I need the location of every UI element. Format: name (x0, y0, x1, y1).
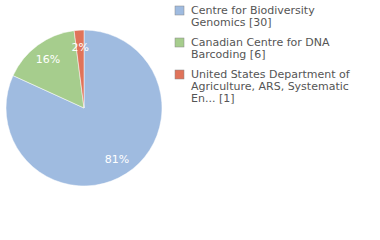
legend-label-line: Genomics [30] (191, 16, 272, 29)
legend-label: United States Department ofAgriculture, … (191, 68, 351, 105)
data-labels: 81% 16% 2% (36, 41, 129, 166)
legend-label-line: En... [1] (191, 92, 235, 105)
legend-label: Canadian Centre for DNABarcoding [6] (191, 36, 330, 61)
data-label: 2% (71, 41, 88, 54)
legend: Centre for BiodiversityGenomics [30] Cana… (175, 4, 351, 105)
legend-swatch (175, 38, 184, 47)
data-label: 81% (105, 153, 129, 166)
pie-slice (6, 30, 162, 186)
chart: 81% 16% 2% Centre for BiodiversityGenomics … (0, 0, 380, 240)
legend-swatch (175, 70, 184, 79)
data-label: 16% (36, 53, 60, 66)
pie (6, 30, 162, 186)
legend-swatch (175, 6, 184, 15)
legend-label: Centre for BiodiversityGenomics [30] (191, 4, 315, 29)
legend-label-line: Barcoding [6] (191, 48, 265, 61)
